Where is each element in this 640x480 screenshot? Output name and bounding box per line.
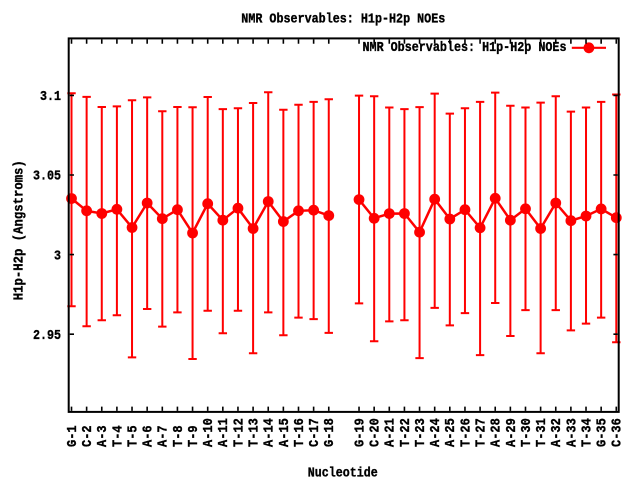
svg-text:A-25: A-25 <box>444 418 459 447</box>
svg-text:T-34: T-34 <box>580 418 595 447</box>
svg-text:T-30: T-30 <box>520 418 535 447</box>
svg-text:2.95: 2.95 <box>33 329 61 344</box>
svg-text:T-9: T-9 <box>187 425 202 447</box>
svg-text:T-12: T-12 <box>232 418 247 447</box>
svg-text:T-22: T-22 <box>399 418 414 447</box>
svg-text:A-14: A-14 <box>263 418 278 447</box>
svg-text:G-18: G-18 <box>323 418 338 447</box>
svg-text:T-5: T-5 <box>126 425 141 447</box>
svg-text:G-35: G-35 <box>596 418 611 447</box>
svg-text:T-23: T-23 <box>414 418 429 447</box>
svg-text:NMR Observables: H1p-H2p NOEs: NMR Observables: H1p-H2p NOEs <box>363 41 567 56</box>
svg-text:3.05: 3.05 <box>33 170 61 185</box>
svg-text:G-19: G-19 <box>353 418 368 447</box>
svg-text:T-4: T-4 <box>111 425 126 447</box>
svg-text:A-24: A-24 <box>429 418 444 447</box>
svg-text:H1p-H2p (Angstroms): H1p-H2p (Angstroms) <box>13 160 28 300</box>
svg-text:A-28: A-28 <box>490 418 505 447</box>
svg-text:C-17: C-17 <box>308 418 323 447</box>
svg-text:C-36: C-36 <box>611 418 626 447</box>
svg-text:T-26: T-26 <box>459 418 474 447</box>
svg-text:A-11: A-11 <box>217 418 232 447</box>
svg-text:A-29: A-29 <box>505 418 520 447</box>
svg-text:3: 3 <box>54 249 61 264</box>
svg-text:T-13: T-13 <box>248 418 263 447</box>
svg-text:Nucleotide: Nucleotide <box>308 466 378 480</box>
svg-text:A-32: A-32 <box>550 418 565 447</box>
svg-text:T-31: T-31 <box>535 418 550 447</box>
svg-text:A-33: A-33 <box>565 418 580 447</box>
svg-text:A-15: A-15 <box>278 418 293 447</box>
svg-text:T-16: T-16 <box>293 418 308 447</box>
svg-text:C-2: C-2 <box>81 425 96 447</box>
svg-text:NMR Observables: H1p-H2p NOEs: NMR Observables: H1p-H2p NOEs <box>241 12 445 27</box>
svg-text:A-6: A-6 <box>142 425 157 447</box>
svg-text:A-7: A-7 <box>157 425 172 447</box>
svg-text:T-27: T-27 <box>474 418 489 447</box>
svg-text:A-21: A-21 <box>384 418 399 447</box>
svg-text:3.1: 3.1 <box>40 90 61 105</box>
svg-text:A-3: A-3 <box>96 425 111 447</box>
svg-text:G-1: G-1 <box>66 425 81 447</box>
svg-text:A-10: A-10 <box>202 418 217 447</box>
svg-text:T-8: T-8 <box>172 425 187 447</box>
svg-text:C-20: C-20 <box>369 418 384 447</box>
